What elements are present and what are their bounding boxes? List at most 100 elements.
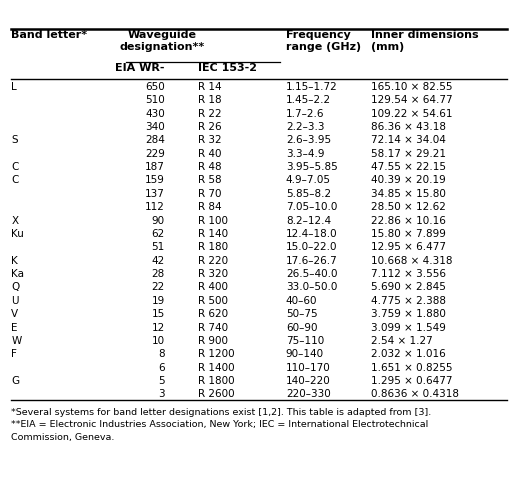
- Text: 1.45–2.2: 1.45–2.2: [286, 95, 331, 105]
- Text: 12: 12: [151, 322, 165, 332]
- Text: **EIA = Electronic Industries Association, New York; IEC = International Electro: **EIA = Electronic Industries Associatio…: [11, 420, 428, 429]
- Text: 15: 15: [151, 309, 165, 319]
- Text: 1.15–1.72: 1.15–1.72: [286, 82, 337, 92]
- Text: S: S: [11, 135, 18, 145]
- Text: 22: 22: [151, 282, 165, 292]
- Text: 34.85 × 15.80: 34.85 × 15.80: [371, 189, 445, 199]
- Text: 650: 650: [145, 82, 165, 92]
- Text: Inner dimensions
(mm): Inner dimensions (mm): [371, 30, 478, 51]
- Text: 28: 28: [151, 269, 165, 279]
- Text: R 140: R 140: [198, 229, 228, 239]
- Text: Waveguide
designation**: Waveguide designation**: [119, 30, 205, 51]
- Text: 86.36 × 43.18: 86.36 × 43.18: [371, 122, 446, 132]
- Text: 17.6–26.7: 17.6–26.7: [286, 255, 337, 265]
- Text: 58.17 × 29.21: 58.17 × 29.21: [371, 149, 446, 159]
- Text: 220–330: 220–330: [286, 389, 331, 399]
- Text: 12.4–18.0: 12.4–18.0: [286, 229, 337, 239]
- Text: 90: 90: [152, 216, 165, 226]
- Text: 140–220: 140–220: [286, 376, 331, 386]
- Text: 2.2–3.3: 2.2–3.3: [286, 122, 324, 132]
- Text: 129.54 × 64.77: 129.54 × 64.77: [371, 95, 452, 105]
- Text: R 620: R 620: [198, 309, 228, 319]
- Text: R 18: R 18: [198, 95, 222, 105]
- Text: 8.2–12.4: 8.2–12.4: [286, 216, 331, 226]
- Text: R 48: R 48: [198, 162, 222, 172]
- Text: Commission, Geneva.: Commission, Geneva.: [11, 433, 115, 442]
- Text: 165.10 × 82.55: 165.10 × 82.55: [371, 82, 452, 92]
- Text: 47.55 × 22.15: 47.55 × 22.15: [371, 162, 446, 172]
- Text: 10: 10: [152, 336, 165, 346]
- Text: 110–170: 110–170: [286, 363, 331, 373]
- Text: R 70: R 70: [198, 189, 222, 199]
- Text: R 1200: R 1200: [198, 349, 235, 359]
- Text: 3.95–5.85: 3.95–5.85: [286, 162, 337, 172]
- Text: 60–90: 60–90: [286, 322, 317, 332]
- Text: R 1800: R 1800: [198, 376, 235, 386]
- Text: C: C: [11, 176, 19, 186]
- Text: 5.690 × 2.845: 5.690 × 2.845: [371, 282, 445, 292]
- Text: 40–60: 40–60: [286, 296, 317, 306]
- Text: 26.5–40.0: 26.5–40.0: [286, 269, 337, 279]
- Text: 50–75: 50–75: [286, 309, 317, 319]
- Text: 2.6–3.95: 2.6–3.95: [286, 135, 331, 145]
- Text: R 740: R 740: [198, 322, 228, 332]
- Text: 112: 112: [145, 202, 165, 212]
- Text: 42: 42: [151, 255, 165, 265]
- Text: Frequency
range (GHz): Frequency range (GHz): [286, 30, 361, 51]
- Text: R 500: R 500: [198, 296, 228, 306]
- Text: R 320: R 320: [198, 269, 228, 279]
- Text: R 180: R 180: [198, 243, 228, 252]
- Text: 7.05–10.0: 7.05–10.0: [286, 202, 337, 212]
- Text: 1.651 × 0.8255: 1.651 × 0.8255: [371, 363, 452, 373]
- Text: 7.112 × 3.556: 7.112 × 3.556: [371, 269, 446, 279]
- Text: 3: 3: [158, 389, 165, 399]
- Text: R 900: R 900: [198, 336, 228, 346]
- Text: K: K: [11, 255, 18, 265]
- Text: 72.14 × 34.04: 72.14 × 34.04: [371, 135, 445, 145]
- Text: 62: 62: [151, 229, 165, 239]
- Text: 75–110: 75–110: [286, 336, 324, 346]
- Text: 22.86 × 10.16: 22.86 × 10.16: [371, 216, 445, 226]
- Text: 1.295 × 0.6477: 1.295 × 0.6477: [371, 376, 452, 386]
- Text: 12.95 × 6.477: 12.95 × 6.477: [371, 243, 446, 252]
- Text: 4.9–7.05: 4.9–7.05: [286, 176, 331, 186]
- Text: R 400: R 400: [198, 282, 228, 292]
- Text: R 1400: R 1400: [198, 363, 235, 373]
- Text: 510: 510: [145, 95, 165, 105]
- Text: L: L: [11, 82, 17, 92]
- Text: 137: 137: [145, 189, 165, 199]
- Text: 28.50 × 12.62: 28.50 × 12.62: [371, 202, 445, 212]
- Text: V: V: [11, 309, 19, 319]
- Text: EIA WR-: EIA WR-: [115, 63, 165, 73]
- Text: 4.775 × 2.388: 4.775 × 2.388: [371, 296, 446, 306]
- Text: C: C: [11, 162, 19, 172]
- Text: 284: 284: [145, 135, 165, 145]
- Text: 6: 6: [158, 363, 165, 373]
- Text: 1.7–2.6: 1.7–2.6: [286, 109, 324, 119]
- Text: 0.8636 × 0.4318: 0.8636 × 0.4318: [371, 389, 459, 399]
- Text: 51: 51: [151, 243, 165, 252]
- Text: 90–140: 90–140: [286, 349, 324, 359]
- Text: R 2600: R 2600: [198, 389, 235, 399]
- Text: R 22: R 22: [198, 109, 222, 119]
- Text: 430: 430: [145, 109, 165, 119]
- Text: IEC 153-2: IEC 153-2: [198, 63, 258, 73]
- Text: R 84: R 84: [198, 202, 222, 212]
- Text: E: E: [11, 322, 18, 332]
- Text: 19: 19: [151, 296, 165, 306]
- Text: R 14: R 14: [198, 82, 222, 92]
- Text: X: X: [11, 216, 19, 226]
- Text: 5.85–8.2: 5.85–8.2: [286, 189, 331, 199]
- Text: G: G: [11, 376, 20, 386]
- Text: 187: 187: [145, 162, 165, 172]
- Text: Ka: Ka: [11, 269, 24, 279]
- Text: U: U: [11, 296, 19, 306]
- Text: Q: Q: [11, 282, 20, 292]
- Text: 109.22 × 54.61: 109.22 × 54.61: [371, 109, 452, 119]
- Text: 3.3–4.9: 3.3–4.9: [286, 149, 324, 159]
- Text: 10.668 × 4.318: 10.668 × 4.318: [371, 255, 452, 265]
- Text: R 40: R 40: [198, 149, 222, 159]
- Text: 33.0–50.0: 33.0–50.0: [286, 282, 337, 292]
- Text: 2.032 × 1.016: 2.032 × 1.016: [371, 349, 445, 359]
- Text: *Several systems for band letter designations exist [1,2]. This table is adapted: *Several systems for band letter designa…: [11, 408, 432, 417]
